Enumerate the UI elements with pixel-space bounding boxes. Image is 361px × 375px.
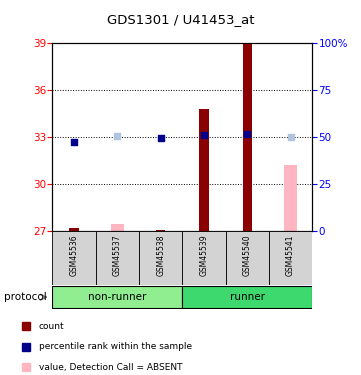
Text: runner: runner bbox=[230, 292, 265, 302]
Text: GSM45539: GSM45539 bbox=[200, 234, 208, 276]
Text: GSM45536: GSM45536 bbox=[70, 234, 78, 276]
Bar bbox=[52, 231, 96, 285]
Bar bbox=[52, 286, 182, 308]
Text: GSM45538: GSM45538 bbox=[156, 234, 165, 276]
Bar bbox=[156, 230, 165, 231]
Bar bbox=[182, 286, 312, 308]
Bar bbox=[226, 231, 269, 285]
Point bbox=[114, 133, 120, 139]
Text: GSM45537: GSM45537 bbox=[113, 234, 122, 276]
Point bbox=[158, 135, 164, 141]
Text: GDS1301 / U41453_at: GDS1301 / U41453_at bbox=[107, 13, 254, 26]
Bar bbox=[96, 231, 139, 285]
Point bbox=[244, 131, 250, 137]
Point bbox=[288, 134, 293, 140]
Text: value, Detection Call = ABSENT: value, Detection Call = ABSENT bbox=[39, 363, 182, 372]
Point bbox=[201, 132, 207, 138]
Bar bbox=[199, 109, 209, 231]
Bar bbox=[111, 224, 124, 231]
Bar bbox=[69, 228, 79, 231]
Text: non-runner: non-runner bbox=[88, 292, 147, 302]
Bar bbox=[243, 43, 252, 231]
Text: count: count bbox=[39, 322, 64, 331]
Bar bbox=[269, 231, 312, 285]
Text: percentile rank within the sample: percentile rank within the sample bbox=[39, 342, 192, 351]
Text: GSM45540: GSM45540 bbox=[243, 234, 252, 276]
Point bbox=[71, 138, 77, 144]
Text: GSM45541: GSM45541 bbox=[286, 234, 295, 276]
Bar bbox=[284, 165, 297, 231]
Bar bbox=[139, 231, 182, 285]
Bar bbox=[182, 231, 226, 285]
Text: protocol: protocol bbox=[4, 292, 46, 302]
